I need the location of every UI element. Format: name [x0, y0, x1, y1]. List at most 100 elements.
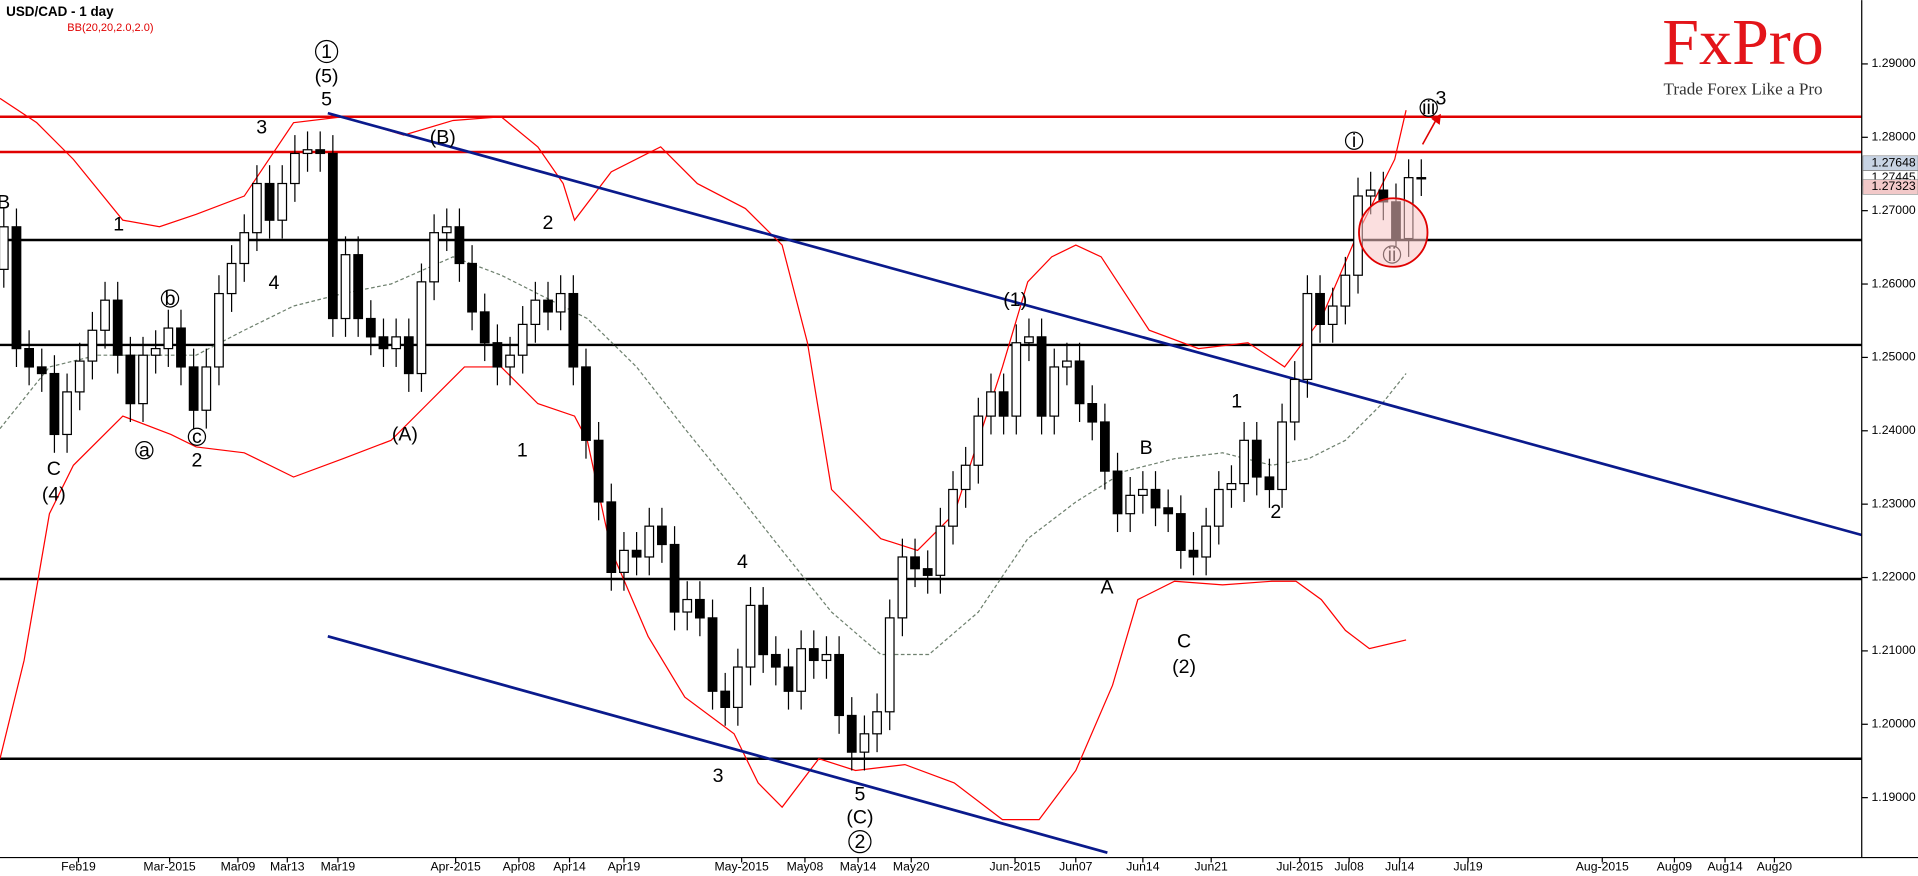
- candle-body: [707, 617, 718, 692]
- candle-body: [884, 617, 895, 713]
- y-tick-label: 1.19000: [1872, 790, 1916, 804]
- candle-body: [770, 653, 781, 668]
- x-tick-label: Mar13: [270, 860, 305, 874]
- candle-body: [1036, 336, 1047, 417]
- wave-label: 4: [737, 551, 748, 573]
- candle-body: [340, 254, 351, 320]
- candle-body: [821, 653, 832, 662]
- candle-body: [1327, 305, 1338, 326]
- wave-label: 2: [191, 449, 202, 471]
- candle-body: [517, 323, 528, 356]
- highlight-circle: [1358, 197, 1429, 268]
- wave-label: (1): [1003, 289, 1027, 311]
- x-tick-label: Jul-2015: [1276, 860, 1323, 874]
- y-tick-label: 1.25000: [1872, 350, 1916, 364]
- candle-body: [682, 598, 693, 613]
- wave-label: 1: [113, 213, 124, 235]
- price-tag: [1862, 179, 1918, 195]
- candle-body: [910, 556, 920, 570]
- candle-body: [669, 543, 680, 613]
- candle-body: [922, 568, 933, 576]
- y-tick-label: 1.26000: [1872, 276, 1916, 290]
- candle-body: [391, 336, 402, 350]
- candle-body: [87, 329, 98, 362]
- candle-body: [252, 182, 262, 234]
- candle-body: [1226, 482, 1237, 491]
- candle-body: [467, 262, 477, 313]
- wave-label: 1: [1231, 391, 1242, 413]
- candle-body: [226, 262, 237, 295]
- wave-label: C: [47, 458, 61, 480]
- candle-body: [188, 366, 199, 411]
- candle-body: [745, 604, 756, 668]
- candle-body: [796, 648, 807, 692]
- y-tick-label: 1.21000: [1872, 643, 1916, 657]
- candle-body: [1112, 470, 1123, 515]
- candle-body: [998, 391, 1009, 417]
- candle-body: [150, 347, 161, 356]
- candle-body: [1239, 439, 1250, 485]
- bollinger-band: [0, 256, 1407, 656]
- x-tick-label: Aug20: [1757, 860, 1793, 874]
- x-tick-label: Aug-2015: [1576, 860, 1629, 874]
- candle-body: [138, 354, 148, 405]
- candle-body: [1277, 421, 1287, 491]
- candle-body: [0, 226, 9, 270]
- candle-body: [1024, 336, 1034, 344]
- candle-body: [1289, 378, 1300, 423]
- x-tick-label: Jul19: [1454, 860, 1483, 874]
- candle-body: [859, 733, 870, 753]
- y-tick-label: 1.29000: [1872, 56, 1916, 70]
- wave-label: i: [1352, 130, 1356, 152]
- wave-label: (4): [42, 484, 66, 506]
- wave-label: b: [165, 288, 176, 310]
- chart-title: USD/CAD - 1 day: [6, 4, 114, 19]
- x-tick-label: Mar19: [321, 860, 356, 874]
- candle-body: [49, 372, 60, 436]
- candle-body: [378, 336, 389, 350]
- y-tick-label: 1.28000: [1872, 130, 1916, 144]
- candle-body: [619, 549, 629, 574]
- candle-body: [315, 149, 326, 155]
- x-tick-label: Mar-2015: [143, 860, 195, 874]
- candle-body: [1251, 439, 1262, 478]
- wave-label: iii: [1422, 97, 1435, 119]
- wave-label: 1: [517, 440, 528, 462]
- x-tick-label: Jun21: [1195, 860, 1228, 874]
- candle-body: [492, 342, 503, 368]
- x-tick-label: Apr08: [503, 860, 536, 874]
- candle-body: [112, 299, 123, 356]
- candle-body: [1188, 549, 1199, 558]
- wave-label: B: [1140, 437, 1153, 459]
- forecast-arrow: [1421, 119, 1437, 145]
- candle-body: [1302, 292, 1313, 381]
- trendline: [327, 634, 1108, 854]
- candle-body: [353, 254, 364, 320]
- candle-body: [441, 226, 452, 234]
- candle-body: [846, 714, 857, 753]
- candle-body: [973, 415, 984, 466]
- candle-body: [1062, 360, 1072, 368]
- candle-body: [657, 525, 667, 546]
- bollinger-band: [0, 366, 1407, 821]
- candle-body: [24, 347, 35, 368]
- candle-body: [239, 232, 250, 265]
- wave-label: 5: [854, 783, 865, 805]
- wave-label: 2: [1270, 501, 1281, 523]
- candle-body: [1150, 488, 1161, 509]
- price-tag-label: 1.27323: [1872, 179, 1916, 193]
- price-tag-label: 1.27648: [1872, 155, 1916, 169]
- wave-label: 3: [1436, 87, 1447, 109]
- candle-body: [62, 391, 72, 436]
- wave-circle: [1419, 98, 1438, 117]
- candle-body: [429, 232, 440, 283]
- candle-body: [11, 226, 22, 350]
- x-tick-label: Jul08: [1335, 860, 1364, 874]
- candle-body: [694, 598, 705, 619]
- wave-label: (5): [315, 65, 339, 87]
- candle-body: [530, 299, 541, 326]
- candle-body: [568, 292, 579, 368]
- candle-body: [327, 152, 338, 320]
